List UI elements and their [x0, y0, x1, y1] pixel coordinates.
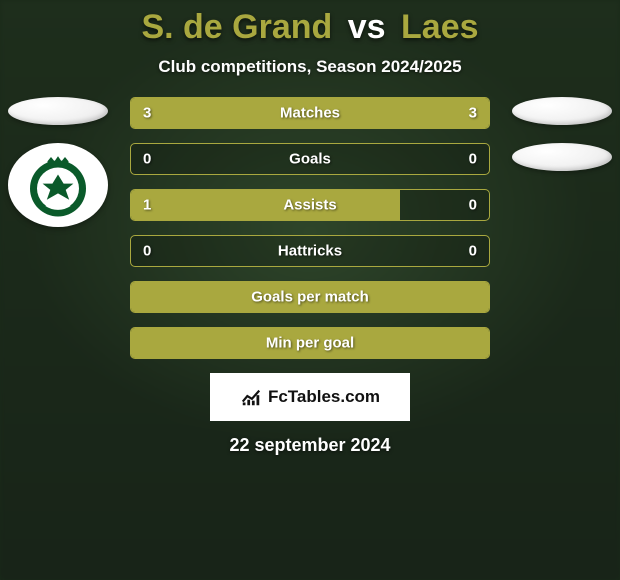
stat-label: Goals per match [251, 289, 369, 306]
stat-value-left: 1 [143, 197, 151, 214]
stat-label: Hattricks [278, 243, 342, 260]
stats-list: 3 3 Matches 0 0 Goals 1 0 Assists 0 0 Hattricks Goal… [130, 97, 490, 359]
stat-row-goals-per-match: Goals per match [130, 281, 490, 313]
chart-icon [240, 386, 262, 408]
stat-value-left: 3 [143, 105, 151, 122]
stat-label: Min per goal [266, 335, 354, 352]
comparison-title: S. de Grand vs Laes [0, 8, 620, 47]
brand-label: FcTables.com [268, 387, 380, 407]
stat-label: Matches [280, 105, 340, 122]
player1-club-badge [8, 143, 108, 227]
player1-name: S. de Grand [141, 8, 332, 46]
season-subtitle: Club competitions, Season 2024/2025 [0, 57, 620, 77]
stat-value-left: 0 [143, 151, 151, 168]
stat-value-right: 3 [469, 105, 477, 122]
stat-label: Assists [283, 197, 336, 214]
player2-club-placeholder [512, 143, 612, 171]
right-column [512, 97, 606, 189]
player2-silhouette [512, 97, 612, 125]
stat-row-goals: 0 0 Goals [130, 143, 490, 175]
club-logo-icon [18, 150, 98, 220]
date-label: 22 september 2024 [0, 435, 620, 456]
left-column [14, 97, 108, 227]
stat-row-matches: 3 3 Matches [130, 97, 490, 129]
stat-fill-left [131, 190, 400, 220]
stat-row-assists: 1 0 Assists [130, 189, 490, 221]
stat-value-right: 0 [469, 243, 477, 260]
player1-silhouette [8, 97, 108, 125]
vs-label: vs [348, 8, 386, 46]
brand-tag: FcTables.com [210, 373, 410, 421]
player2-name: Laes [401, 8, 479, 46]
stat-value-right: 0 [469, 151, 477, 168]
stat-row-hattricks: 0 0 Hattricks [130, 235, 490, 267]
stat-value-left: 0 [143, 243, 151, 260]
stat-row-min-per-goal: Min per goal [130, 327, 490, 359]
stat-value-right: 0 [469, 197, 477, 214]
comparison-body: 3 3 Matches 0 0 Goals 1 0 Assists 0 0 Hattricks Goal… [0, 97, 620, 359]
stat-label: Goals [289, 151, 331, 168]
